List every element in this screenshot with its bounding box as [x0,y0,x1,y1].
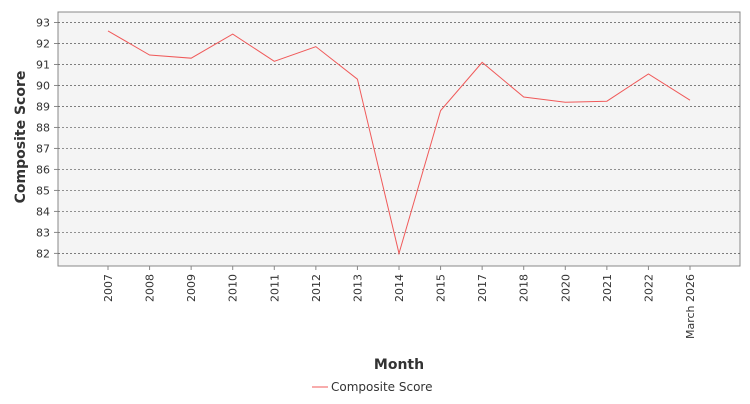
x-axis-ticks: 2007 2008 2009 2010 2011 2012 2013 2014 2015 2017… [102,266,697,339]
x-tick-label: 2021 [601,274,614,302]
gridlines [58,22,740,254]
legend-label: Composite Score [331,380,432,394]
y-tick-label: 83 [36,226,50,239]
x-tick-label: 2008 [144,274,157,302]
x-tick-label: 2015 [435,274,448,302]
x-tick-label: 2022 [642,274,655,302]
y-tick-label: 82 [36,247,50,260]
y-tick-label: 86 [36,163,50,176]
x-tick-label: 2011 [268,274,281,302]
x-tick-label: March 2026 [684,274,697,339]
y-tick-label: 93 [36,16,50,29]
y-tick-label: 88 [36,121,50,134]
y-axis-title: Composite Score [13,71,29,204]
x-tick-label: 2020 [559,274,572,302]
x-tick-label: 2013 [351,274,364,302]
x-tick-label: 2017 [476,274,489,302]
legend: Composite Score [312,380,432,394]
y-tick-label: 85 [36,184,50,197]
x-tick-label: 2007 [102,274,115,302]
series-layer [107,30,691,256]
x-tick-label: 2018 [518,274,531,302]
x-tick-label: 2014 [393,274,406,302]
x-tick-label: 2012 [310,274,323,302]
y-axis-ticks: 82 83 84 85 86 87 88 89 90 91 92 93 [36,16,58,260]
y-tick-label: 92 [36,37,50,50]
plot-area [57,11,741,267]
y-tick-label: 87 [36,142,50,155]
y-tick-label: 84 [36,205,50,218]
y-tick-label: 89 [36,100,50,113]
x-axis-title: Month [374,357,424,373]
x-tick-label: 2009 [185,274,198,302]
y-tick-label: 91 [36,58,50,71]
y-tick-label: 90 [36,79,50,92]
x-tick-label: 2010 [227,274,240,302]
series-line [107,30,691,256]
